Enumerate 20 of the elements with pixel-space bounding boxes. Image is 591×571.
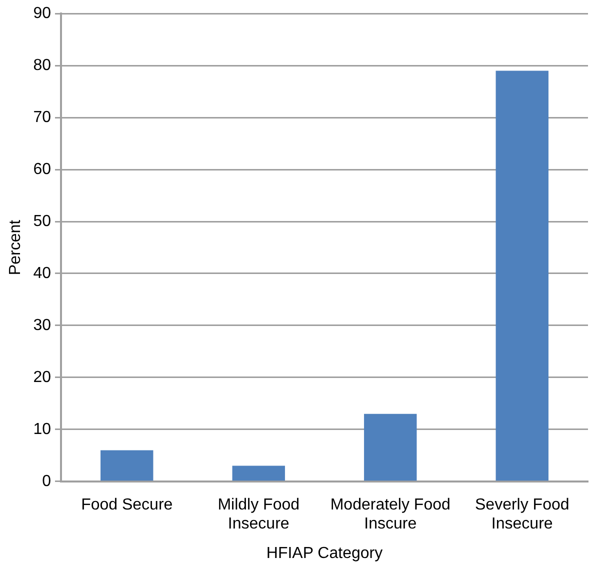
y-tick-label: 40 bbox=[33, 264, 52, 282]
x-axis-title: HFIAP Category bbox=[266, 544, 383, 562]
x-tick-label: Mildly Food Insecure bbox=[218, 496, 300, 533]
bar bbox=[364, 414, 417, 481]
bar bbox=[496, 70, 548, 481]
y-tick-label: 30 bbox=[33, 316, 52, 334]
x-tick-label: Severly Food Insecure bbox=[474, 496, 570, 533]
y-tick-label: 60 bbox=[33, 160, 52, 178]
y-tick-label: 0 bbox=[42, 472, 52, 490]
bar bbox=[232, 466, 285, 481]
x-tick-label: Moderately Food Inscure bbox=[330, 496, 450, 533]
y-tick-label: 20 bbox=[33, 368, 52, 386]
y-tick-label: 50 bbox=[33, 212, 52, 230]
x-tick-label: Food Secure bbox=[81, 496, 173, 514]
y-axis-title: Percent bbox=[7, 219, 24, 276]
y-tick-label: 10 bbox=[33, 420, 52, 438]
y-tick-label: 70 bbox=[33, 108, 52, 126]
y-tick-label: 80 bbox=[33, 56, 52, 74]
y-tick-label: 90 bbox=[33, 5, 52, 22]
bar bbox=[100, 450, 154, 481]
